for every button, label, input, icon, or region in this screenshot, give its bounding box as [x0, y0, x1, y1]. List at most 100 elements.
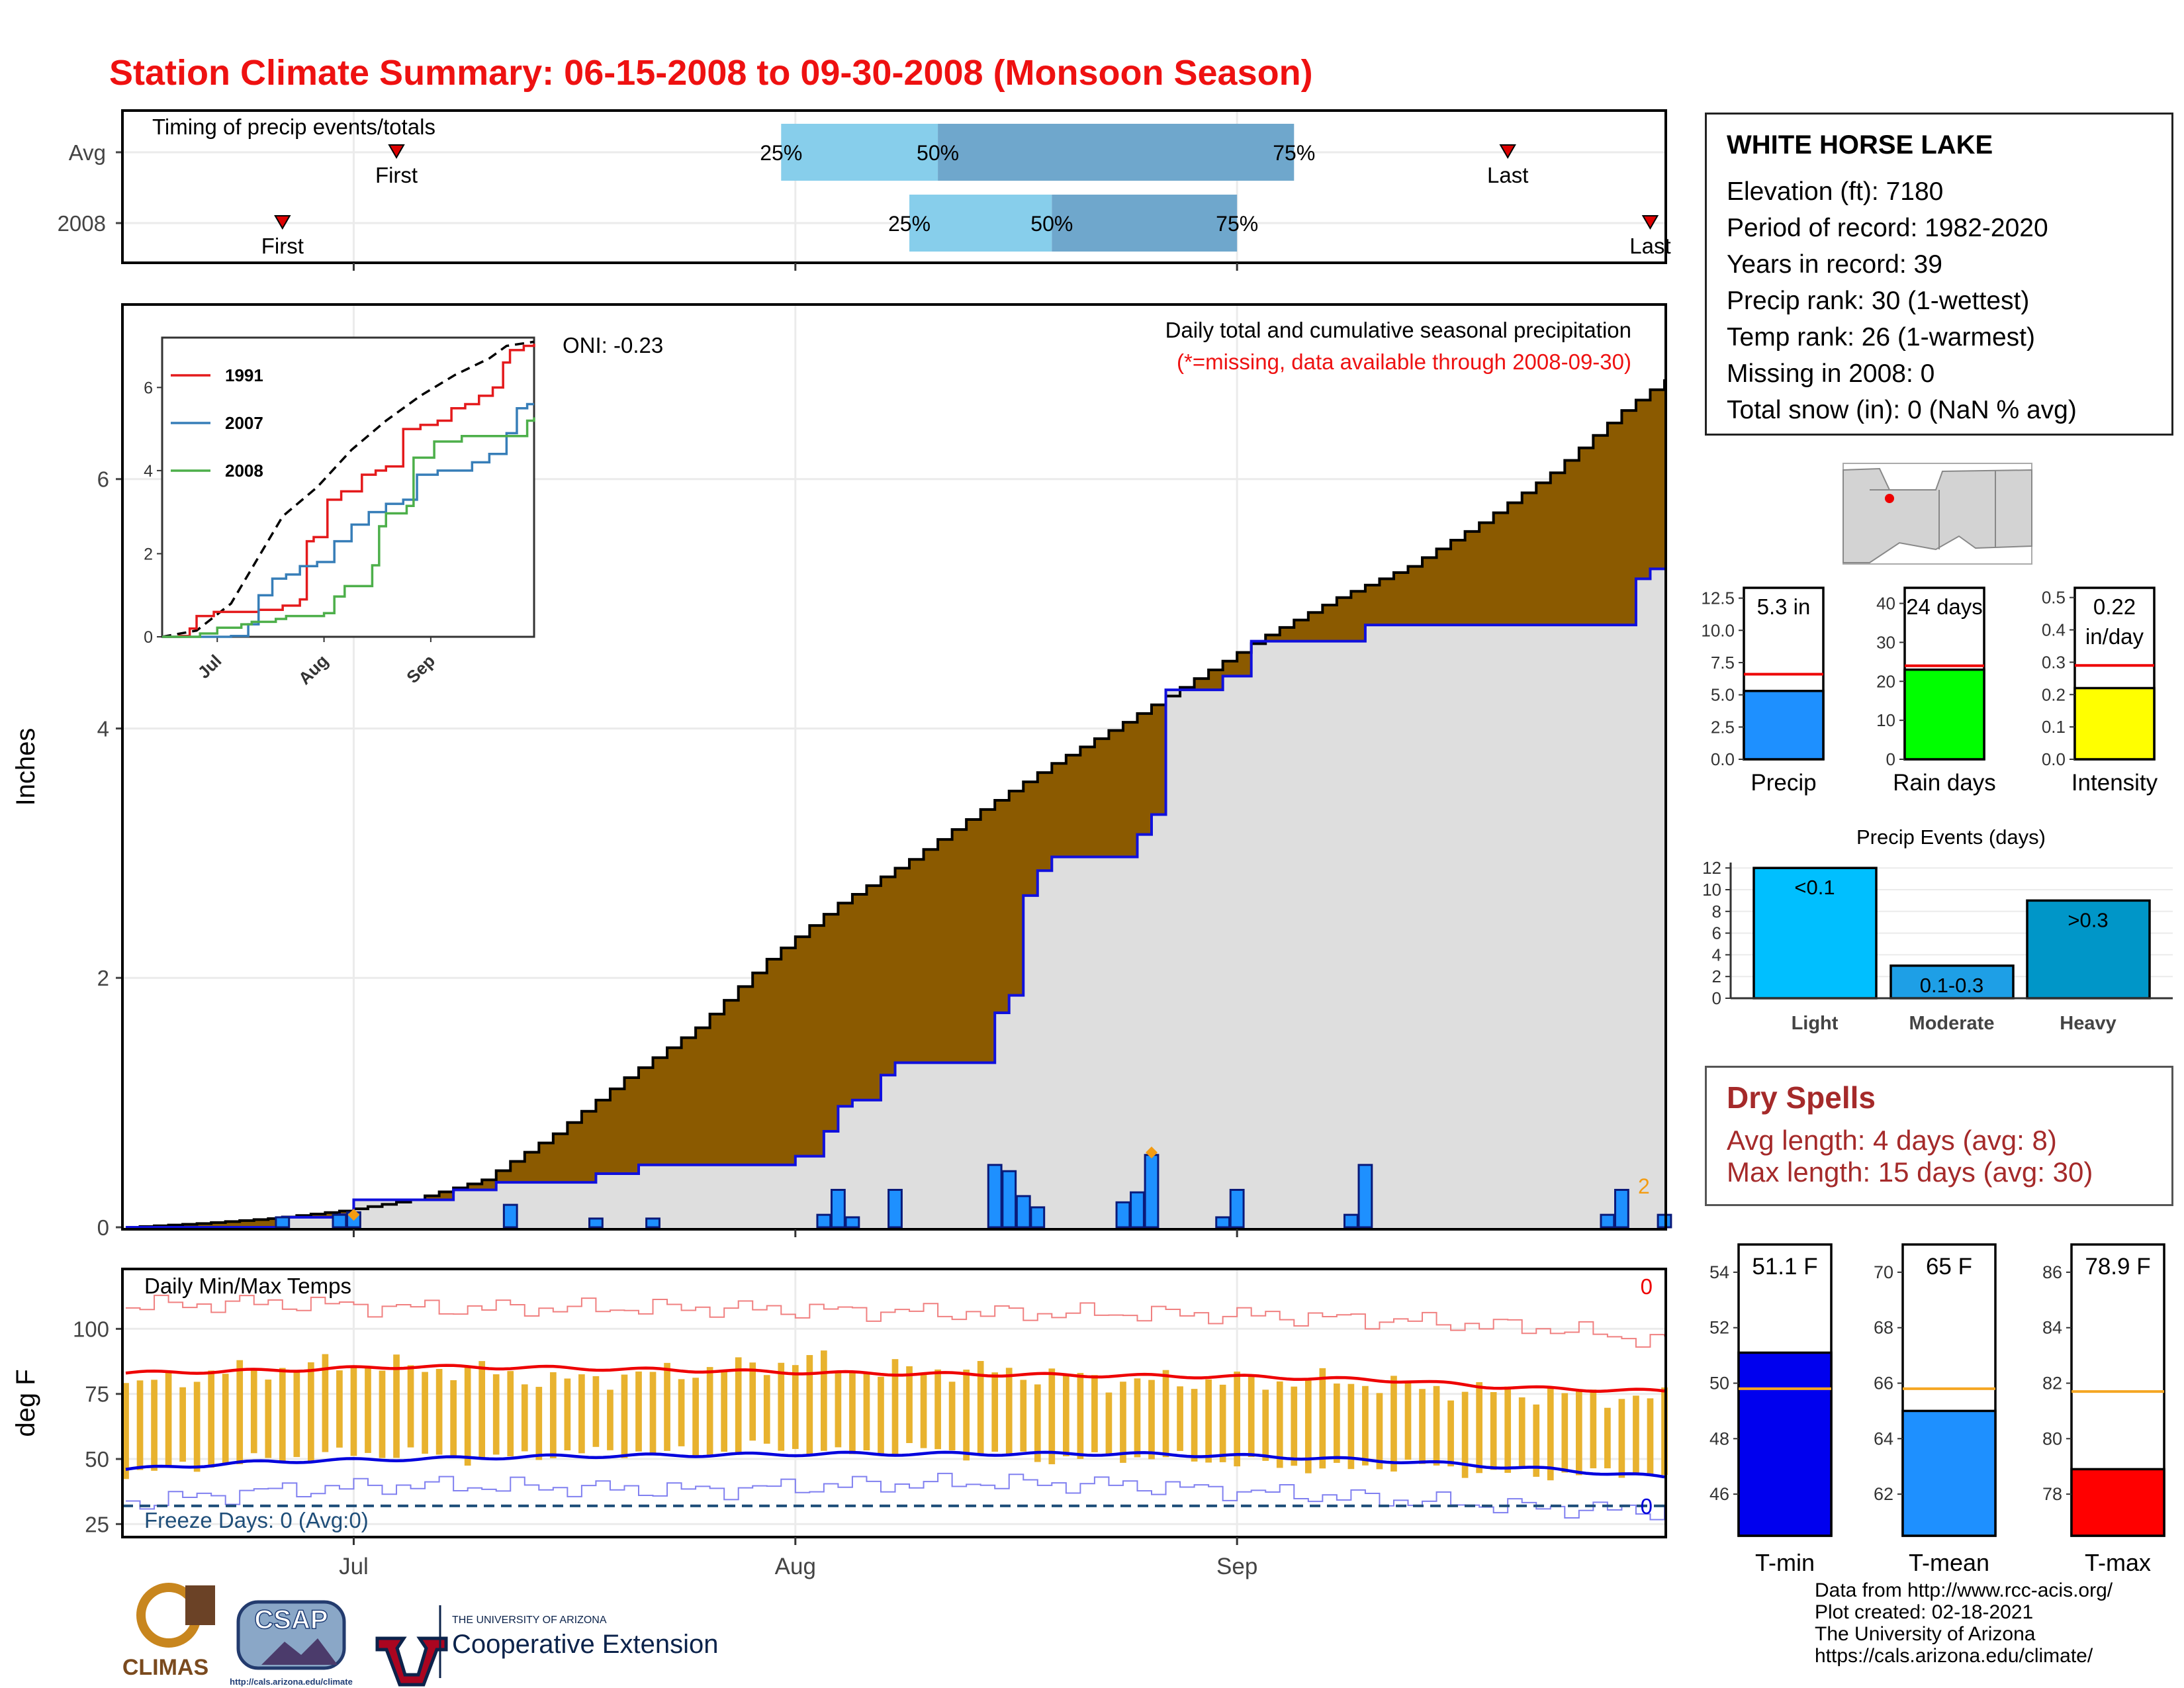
timing-p50-label: 50% — [917, 141, 959, 165]
inset-avg-line — [161, 340, 535, 638]
summary-bar-Intensity — [2073, 686, 2156, 761]
daily-temp-bar — [564, 1378, 571, 1450]
temp-summary-ytick-label: 70 — [1874, 1262, 1893, 1282]
station-temp-rank: Temp rank: 26 (1-warmest) — [1727, 323, 2035, 352]
daily-temp-bar — [422, 1372, 428, 1454]
min-record-count: 0 — [1641, 1494, 1653, 1519]
avg-min-line — [125, 1450, 1665, 1479]
dry-spells-avg: Avg length: 4 days (avg: 8) — [1727, 1125, 2057, 1156]
events-bar-label: <0.1 — [1794, 876, 1835, 899]
temp-summary-ytick-label: 66 — [1874, 1374, 1893, 1393]
temp-summary-value-label: 51.1 F — [1752, 1254, 1817, 1280]
daily-temp-bar — [222, 1374, 229, 1465]
daily-temp-bar — [878, 1376, 884, 1455]
daily-temp-bar — [906, 1366, 913, 1443]
timing-first-marker — [274, 215, 291, 230]
daily-precip-bar — [588, 1217, 604, 1229]
credit-url: https://cals.arizona.edu/climate/ — [1815, 1645, 2093, 1667]
daily-temp-bar — [1504, 1386, 1512, 1473]
station-years: Years in record: 39 — [1727, 250, 1942, 279]
daily-precip-bar — [1001, 1170, 1017, 1229]
summary-value-label: 0.22 — [2093, 594, 2136, 619]
daily-precip-bar — [1015, 1195, 1031, 1229]
summary-ytick-label: 40 — [1876, 594, 1895, 614]
daily-temp-bar — [920, 1373, 927, 1448]
daily-temp-bar — [1005, 1368, 1013, 1456]
credit-plot-created: Plot created: 02-18-2021 — [1815, 1601, 2034, 1623]
timing-title: Timing of precip events/totals — [152, 115, 435, 139]
timing-first-label: First — [375, 163, 418, 187]
daily-temp-bar — [1148, 1380, 1155, 1460]
inset-legend-label: 2007 — [225, 413, 263, 433]
station-snow: Total snow (in): 0 (NaN % avg) — [1727, 396, 2077, 424]
daily-temp-bar — [1177, 1386, 1183, 1451]
daily-temp-bar — [806, 1355, 813, 1457]
daily-temp-bar — [821, 1350, 827, 1451]
daily-temp-bar — [1575, 1390, 1582, 1476]
summary-ytick-label: 20 — [1876, 671, 1895, 691]
temp-summary-ytick-label: 62 — [1874, 1484, 1893, 1504]
climas-logo-text: CLIMAS — [122, 1655, 208, 1680]
summary-value-label: 24 days — [1906, 594, 1983, 619]
daily-temp-bar — [1205, 1379, 1212, 1463]
precip-ytick-label: 6 — [97, 467, 109, 492]
temp-summary-ytick-label: 46 — [1709, 1484, 1729, 1504]
station-info-panel: WHITE HORSE LAKE Elevation (ft): 7180 Pe… — [1705, 113, 2173, 436]
daily-temp-bar — [849, 1370, 856, 1454]
daily-precip-bar — [1215, 1216, 1231, 1229]
daily-temp-bar — [492, 1374, 500, 1455]
daily-temp-bar — [991, 1372, 999, 1452]
summary-ytick-label: 10 — [1876, 710, 1895, 730]
events-category-label: Heavy — [2060, 1013, 2116, 1034]
summary-value-label: 5.3 in — [1757, 594, 1811, 619]
daily-temp-bar — [792, 1365, 799, 1449]
events-bar-heavy — [2026, 899, 2151, 1000]
inset-panel — [161, 336, 535, 638]
daily-precip-bar — [1614, 1188, 1629, 1229]
daily-temp-bar — [1234, 1371, 1241, 1467]
daily-temp-bar — [1048, 1368, 1056, 1464]
daily-temp-bar — [749, 1362, 756, 1441]
daily-temp-bar — [1390, 1376, 1397, 1472]
daily-temp-bar — [1618, 1399, 1625, 1478]
timing-bar-lower — [781, 124, 938, 181]
avg-cumulative-line — [126, 379, 1666, 1229]
credit-data-source: Data from http://www.rcc-acis.org/ — [1815, 1579, 2113, 1601]
timing-last-label: Last — [1487, 163, 1528, 187]
daily-precip-bar — [275, 1216, 291, 1229]
daily-temp-bar — [963, 1370, 970, 1461]
daily-precip-bar — [1144, 1154, 1160, 1229]
temp-summary-ytick-label: 50 — [1709, 1374, 1729, 1393]
daily-precip-bar — [645, 1217, 660, 1229]
timing-panel-frame — [121, 109, 1667, 264]
temp-ylabel: deg F — [11, 1369, 40, 1436]
precip-title: Daily total and cumulative seasonal prec… — [1165, 318, 1631, 342]
inset-ytick-label: 0 — [144, 628, 153, 647]
daily-precip-bar — [830, 1188, 846, 1229]
daily-precip-bar — [987, 1164, 1003, 1229]
station-name: WHITE HORSE LAKE — [1727, 130, 1993, 160]
daily-temp-bar — [1334, 1383, 1340, 1463]
credits: Data from http://www.rcc-acis.org/ Plot … — [1815, 1579, 2113, 1667]
temp-ytick-label: 25 — [85, 1512, 109, 1536]
daily-temp-bar — [1034, 1384, 1041, 1462]
daily-temp-bar — [1547, 1388, 1554, 1481]
events-ytick-label: 8 — [1712, 902, 1721, 921]
summary-ytick-label: 0 — [1886, 749, 1895, 769]
daily-temp-bar — [1633, 1395, 1639, 1474]
daily-temp-bar — [706, 1367, 713, 1455]
daily-temp-bar — [1262, 1389, 1269, 1461]
inset-series-2007 — [162, 402, 534, 638]
summary-bar-Rain days — [1903, 668, 1985, 761]
daily-temp-bar — [1476, 1382, 1482, 1474]
daily-precip-bar — [816, 1213, 832, 1229]
daily-temp-bar — [435, 1368, 443, 1455]
temp-summary-ytick-label: 68 — [1874, 1318, 1893, 1338]
daily-temp-bar — [1419, 1389, 1426, 1464]
timing-last-label: Last — [1629, 234, 1670, 258]
daily-temp-bar — [535, 1387, 543, 1460]
daily-temp-bar — [179, 1387, 186, 1462]
daily-temp-bar — [835, 1372, 842, 1448]
temp-summary-bar-t-min — [1737, 1351, 1833, 1537]
events-ytick-label: 6 — [1712, 923, 1721, 943]
